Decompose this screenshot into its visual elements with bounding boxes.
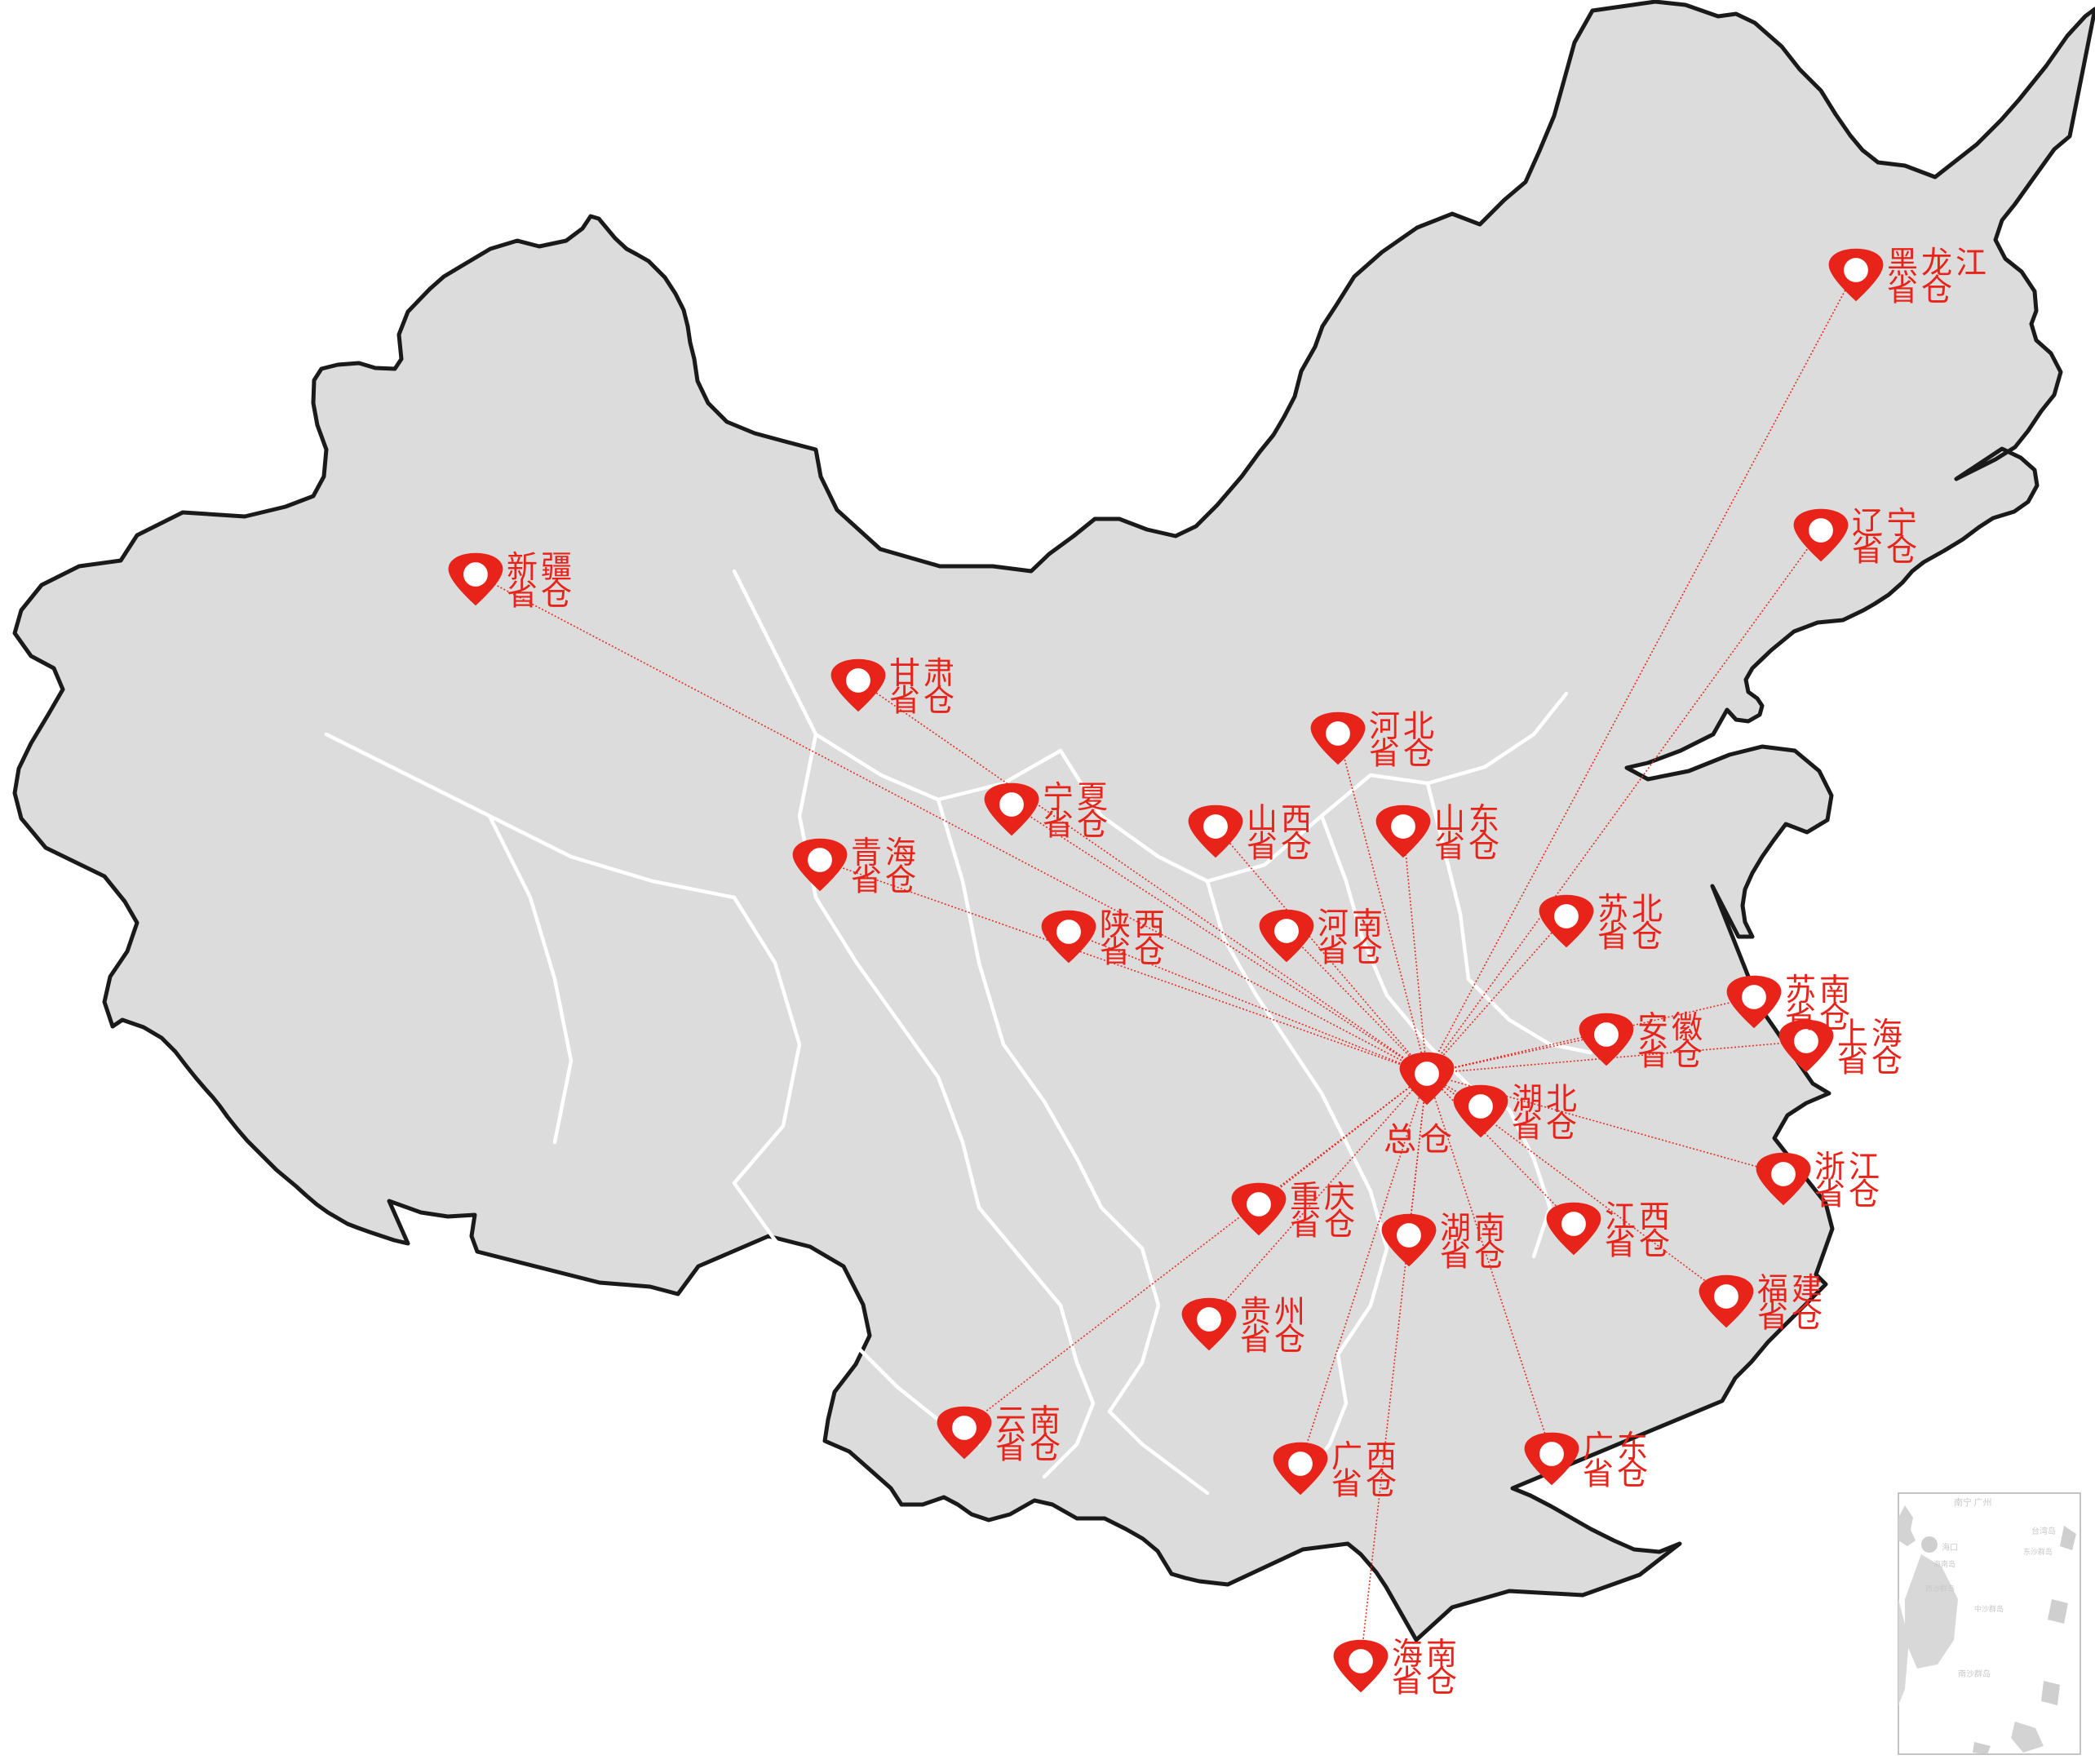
- svg-text:省仓: 省仓: [1605, 1218, 1673, 1263]
- svg-text:省仓: 省仓: [1814, 1168, 1883, 1213]
- svg-text:省仓: 省仓: [1887, 264, 1955, 309]
- svg-text:省仓: 省仓: [995, 1422, 1064, 1467]
- svg-text:省仓: 省仓: [851, 854, 919, 899]
- svg-text:南宁 广州: 南宁 广州: [1954, 1496, 1991, 1509]
- svg-text:省仓: 省仓: [1440, 1230, 1508, 1274]
- svg-text:省仓: 省仓: [1240, 1314, 1309, 1358]
- svg-text:省仓: 省仓: [1318, 925, 1386, 970]
- svg-text:省仓: 省仓: [1290, 1199, 1358, 1243]
- svg-text:东沙群岛: 东沙群岛: [2023, 1546, 2053, 1557]
- svg-text:省仓: 省仓: [1637, 1029, 1706, 1074]
- svg-text:海口: 海口: [1942, 1540, 1958, 1553]
- svg-text:省仓: 省仓: [889, 675, 958, 720]
- svg-text:省仓: 省仓: [1512, 1101, 1580, 1146]
- svg-text:台湾岛: 台湾岛: [2031, 1524, 2056, 1536]
- svg-text:省仓: 省仓: [1043, 799, 1111, 844]
- svg-text:省仓: 省仓: [1757, 1291, 1826, 1336]
- svg-text:海南岛: 海南岛: [1933, 1558, 1955, 1569]
- svg-text:省仓: 省仓: [1369, 728, 1437, 773]
- svg-text:省仓: 省仓: [1434, 821, 1503, 866]
- svg-text:总仓: 总仓: [1384, 1113, 1455, 1160]
- svg-text:省仓: 省仓: [1597, 911, 1666, 955]
- svg-text:省仓: 省仓: [1583, 1448, 1651, 1493]
- svg-text:省仓: 省仓: [1247, 821, 1315, 866]
- svg-text:省仓: 省仓: [1331, 1458, 1400, 1503]
- svg-text:省仓: 省仓: [1392, 1655, 1460, 1700]
- svg-text:省仓: 省仓: [1837, 1035, 1906, 1080]
- svg-text:省仓: 省仓: [1852, 525, 1920, 570]
- svg-text:南沙群岛: 南沙群岛: [1958, 1667, 1991, 1679]
- svg-text:中沙群岛: 中沙群岛: [1974, 1603, 2004, 1614]
- svg-text:西沙群岛: 西沙群岛: [1925, 1583, 1955, 1593]
- svg-text:省仓: 省仓: [507, 569, 575, 614]
- svg-text:省仓: 省仓: [1100, 926, 1168, 971]
